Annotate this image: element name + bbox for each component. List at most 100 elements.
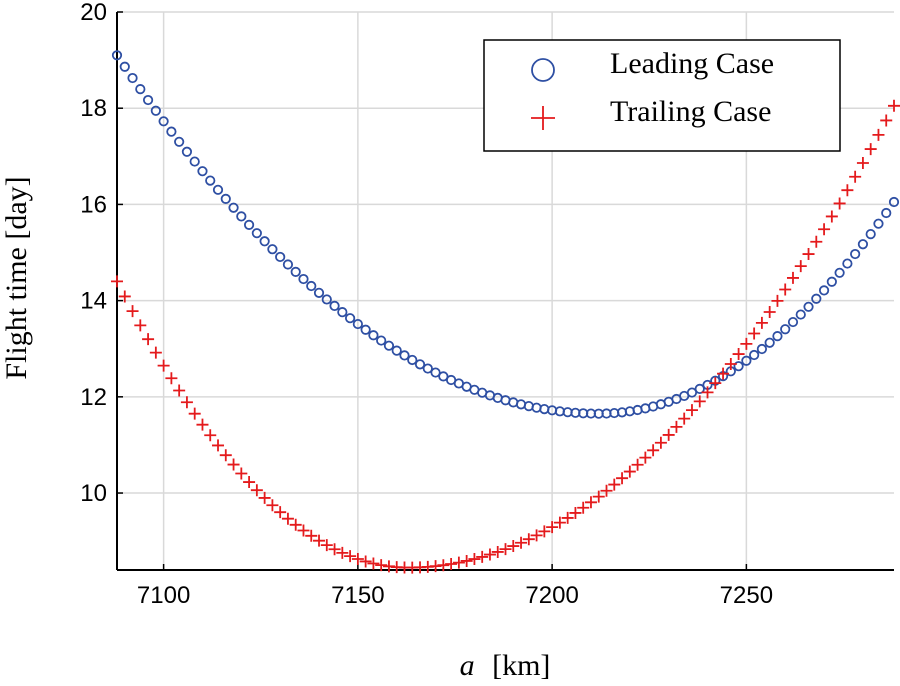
- data-point-trailing: [460, 554, 473, 567]
- data-point-trailing: [235, 467, 248, 480]
- data-point-leading: [888, 196, 900, 208]
- data-point-trailing: [818, 223, 831, 236]
- data-point-trailing: [258, 491, 271, 504]
- data-point-leading: [376, 335, 387, 346]
- data-point-leading: [119, 61, 130, 72]
- y-tick-label: 18: [80, 95, 107, 122]
- data-point-leading: [686, 387, 698, 398]
- data-point-trailing: [499, 543, 512, 556]
- data-point-leading: [282, 259, 294, 270]
- data-point-trailing: [351, 552, 364, 565]
- data-point-leading: [430, 367, 441, 378]
- data-point-trailing: [445, 558, 458, 571]
- data-point-trailing: [779, 283, 792, 296]
- data-point-leading: [780, 324, 791, 335]
- y-tick-label: 16: [80, 191, 107, 218]
- data-point-trailing: [841, 184, 854, 197]
- data-point-trailing: [608, 478, 621, 491]
- data-point-trailing: [709, 377, 722, 390]
- data-point-leading: [111, 50, 123, 61]
- data-point-trailing: [305, 529, 318, 542]
- data-point-leading: [321, 294, 332, 305]
- data-point-leading: [733, 361, 744, 372]
- data-point-leading: [267, 244, 278, 255]
- data-point-trailing: [748, 327, 761, 340]
- tick-labels: 7100 7150 7200 7250 10 12 14 16 18 20: [80, 0, 773, 609]
- data-point-trailing: [794, 260, 807, 273]
- data-point-trailing: [367, 557, 380, 570]
- data-point-trailing: [328, 543, 341, 556]
- data-point-leading: [142, 94, 154, 106]
- data-point-leading: [166, 126, 177, 137]
- data-point-leading: [764, 337, 775, 348]
- data-point-trailing: [592, 490, 605, 503]
- data-point-trailing: [204, 429, 217, 442]
- data-point-trailing: [654, 436, 667, 449]
- data-point-leading: [337, 307, 348, 318]
- data-point-leading: [881, 207, 892, 219]
- data-point-trailing: [600, 484, 613, 497]
- data-point-leading: [803, 301, 814, 312]
- data-point-trailing: [196, 418, 209, 431]
- data-point-trailing: [134, 319, 147, 332]
- data-point-trailing: [212, 439, 225, 452]
- data-point-leading: [205, 175, 216, 186]
- y-axis-title: Flight time [day]: [0, 176, 33, 379]
- data-point-leading: [275, 251, 286, 263]
- data-point-trailing: [584, 496, 597, 509]
- data-point-trailing: [802, 248, 815, 261]
- data-point-trailing: [856, 157, 869, 170]
- data-point-leading: [749, 349, 760, 361]
- data-point-leading: [383, 340, 395, 351]
- y-tick-label: 12: [80, 384, 107, 411]
- data-point-trailing: [336, 546, 349, 559]
- data-point-trailing: [157, 359, 170, 372]
- data-point-leading: [850, 248, 861, 260]
- axes: [116, 11, 894, 571]
- x-axis-variable: a: [460, 649, 475, 682]
- data-point-leading: [212, 184, 224, 195]
- data-point-trailing: [375, 559, 388, 572]
- data-point-trailing: [227, 458, 240, 471]
- data-point-trailing: [740, 337, 753, 350]
- data-point-leading: [741, 355, 752, 366]
- data-point-leading: [243, 219, 255, 230]
- data-point-leading: [422, 363, 433, 374]
- data-point-leading: [127, 72, 138, 84]
- data-point-leading: [189, 156, 200, 167]
- data-point-trailing: [872, 128, 885, 141]
- y-tick-label: 14: [80, 288, 107, 315]
- data-point-trailing: [111, 275, 123, 288]
- data-point-leading: [795, 309, 806, 320]
- data-point-trailing: [297, 524, 310, 537]
- data-point-leading: [150, 105, 161, 116]
- data-point-trailing: [468, 553, 481, 566]
- data-point-trailing: [429, 560, 442, 573]
- data-point-trailing: [149, 346, 162, 359]
- x-tick-label: 7250: [720, 582, 773, 609]
- data-point-trailing: [724, 357, 737, 370]
- data-point-trailing: [810, 235, 823, 248]
- data-point-trailing: [266, 499, 279, 512]
- data-point-leading: [290, 266, 301, 277]
- data-point-trailing: [530, 529, 543, 542]
- data-point-trailing: [313, 534, 326, 547]
- legend-label-leading: Leading Case: [610, 47, 774, 80]
- data-point-trailing: [717, 367, 730, 380]
- data-point-leading: [360, 324, 371, 335]
- data-point-leading: [228, 202, 239, 213]
- data-point-trailing: [639, 451, 652, 464]
- data-point-trailing: [647, 444, 660, 457]
- data-point-trailing: [616, 472, 629, 485]
- data-point-trailing: [553, 516, 566, 529]
- x-tick-label: 7150: [331, 582, 384, 609]
- x-axis-title: a [km]: [460, 649, 551, 682]
- data-point-trailing: [126, 305, 139, 318]
- data-point-trailing: [864, 143, 877, 156]
- data-point-trailing: [180, 396, 193, 409]
- data-point-leading: [811, 293, 822, 304]
- data-point-trailing: [685, 404, 698, 417]
- y-tick-label: 10: [80, 480, 107, 507]
- data-point-leading: [391, 345, 402, 356]
